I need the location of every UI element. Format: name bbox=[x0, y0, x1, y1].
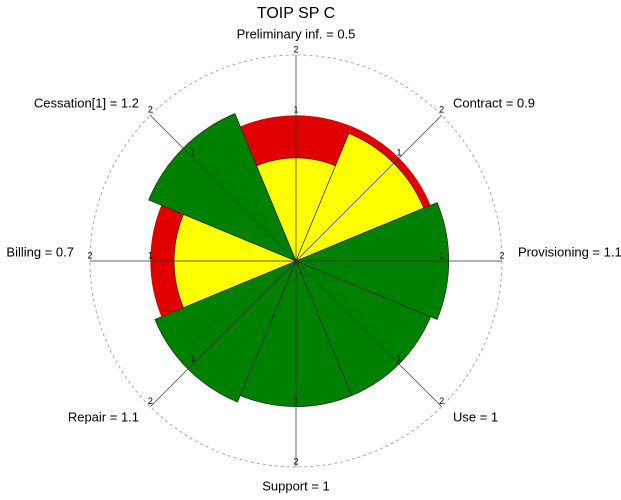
category-label: Contract = 0.9 bbox=[453, 95, 535, 110]
r-tick-label: 1 bbox=[439, 250, 444, 260]
r-tick-label: 1 bbox=[190, 353, 195, 363]
r-tick-label: 2 bbox=[87, 250, 92, 260]
category-label: Cessation[1] = 1.2 bbox=[34, 95, 139, 110]
r-tick-label: 2 bbox=[148, 105, 153, 115]
r-tick-label: 1 bbox=[148, 250, 153, 260]
category-label: Use = 1 bbox=[453, 409, 498, 424]
r-tick-label: 1 bbox=[396, 147, 401, 157]
category-label: Provisioning = 1.1 bbox=[518, 244, 621, 259]
category-label: Repair = 1.1 bbox=[68, 409, 139, 424]
r-tick-label: 2 bbox=[148, 396, 153, 406]
r-tick-label: 1 bbox=[396, 353, 401, 363]
r-tick-label: 1 bbox=[293, 396, 298, 406]
r-tick-label: 2 bbox=[293, 456, 298, 466]
category-label: Billing = 0.7 bbox=[6, 244, 74, 259]
spoke bbox=[150, 115, 297, 262]
r-tick-label: 1 bbox=[190, 147, 195, 157]
chart-title: TOIP SP C bbox=[257, 5, 335, 22]
spoke bbox=[150, 260, 297, 407]
category-label: Preliminary inf. = 0.5 bbox=[237, 26, 356, 41]
r-tick-label: 2 bbox=[499, 250, 504, 260]
r-tick-label: 2 bbox=[439, 105, 444, 115]
category-label: Support = 1 bbox=[262, 478, 330, 493]
r-tick-label: 1 bbox=[293, 105, 298, 115]
r-tick-label: 2 bbox=[293, 44, 298, 54]
r-tick-label: 2 bbox=[439, 396, 444, 406]
spoke bbox=[295, 260, 442, 407]
spoke bbox=[295, 115, 442, 262]
